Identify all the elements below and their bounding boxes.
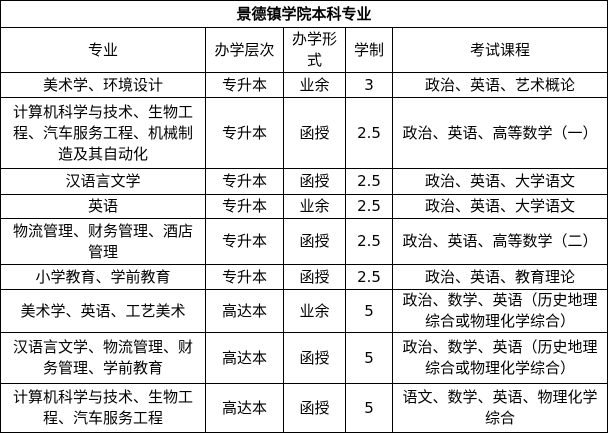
cell-duration: 2.5	[345, 264, 393, 290]
cell-exams: 政治、英语、高等数学（一）	[391, 97, 608, 169]
cell-form: 函授	[283, 383, 346, 433]
table-row: 英语 专升本 业余 2.5 政治、英语、大学语文	[0, 194, 608, 219]
cell-form: 函授	[283, 218, 346, 265]
cell-major: 美术学、英语、工艺美术	[0, 289, 206, 333]
cell-exams: 政治、英语、高等数学（二）	[391, 218, 608, 265]
header-row: 专业 办学层次 办学形 式 学制 考试课程	[0, 27, 608, 73]
cell-duration: 2.5	[345, 194, 393, 219]
cell-exams: 政治、数学、英语（历史地理 综合或物理化学综合）	[391, 332, 608, 384]
cell-major: 英语	[0, 194, 206, 219]
cell-level: 专升本	[205, 218, 284, 265]
table-row: 物流管理、财务管理、酒店 管理 专升本 函授 2.5 政治、英语、高等数学（二）	[0, 218, 608, 265]
cell-exams: 政治、英语、大学语文	[391, 168, 608, 195]
cell-level: 高达本	[205, 383, 284, 433]
cell-duration: 3	[345, 72, 393, 98]
cell-major: 小学教育、学前教育	[0, 264, 206, 290]
cell-exams: 政治、数学、英语（历史地理 综合或物理化学综合）	[391, 289, 608, 333]
header-level: 办学层次	[205, 27, 284, 73]
cell-duration: 2.5	[345, 168, 393, 195]
cell-major: 计算机科学与技术、生物工 程、汽车服务工程	[0, 383, 206, 433]
cell-level: 高达本	[205, 289, 284, 333]
header-form: 办学形 式	[283, 27, 346, 73]
cell-level: 专升本	[205, 72, 284, 98]
table-row: 美术学、环境设计 专升本 业余 3 政治、英语、艺术概论	[0, 72, 608, 98]
cell-form: 业余	[283, 289, 346, 333]
cell-major: 汉语言文学、物流管理、财 务管理、学前教育	[0, 332, 206, 384]
cell-duration: 2.5	[345, 97, 393, 169]
cell-major: 物流管理、财务管理、酒店 管理	[0, 218, 206, 265]
cell-duration: 2.5	[345, 218, 393, 265]
cell-exams: 政治、英语、教育理论	[391, 264, 608, 290]
cell-major: 美术学、环境设计	[0, 72, 206, 98]
table-title: 景德镇学院本科专业	[0, 0, 608, 28]
header-exams: 考试课程	[391, 27, 608, 73]
title-row: 景德镇学院本科专业	[0, 0, 608, 28]
table-row: 小学教育、学前教育 专升本 函授 2.5 政治、英语、教育理论	[0, 264, 608, 290]
cell-level: 专升本	[205, 194, 284, 219]
cell-duration: 5	[345, 383, 393, 433]
cell-exams: 政治、英语、大学语文	[391, 194, 608, 219]
cell-level: 专升本	[205, 168, 284, 195]
cell-form: 函授	[283, 168, 346, 195]
table-row: 计算机科学与技术、生物工 程、汽车服务工程、机械制 造及其自动化 专升本 函授 2.5…	[0, 97, 608, 169]
header-duration: 学制	[345, 27, 393, 73]
cell-form: 函授	[283, 97, 346, 169]
cell-form: 业余	[283, 72, 346, 98]
cell-major: 汉语言文学	[0, 168, 206, 195]
table-row: 汉语言文学、物流管理、财 务管理、学前教育 高达本 函授 5 政治、数学、英语（历史地理…	[0, 332, 608, 384]
cell-duration: 5	[345, 289, 393, 333]
cell-form: 函授	[283, 264, 346, 290]
table-row: 汉语言文学 专升本 函授 2.5 政治、英语、大学语文	[0, 168, 608, 195]
cell-level: 专升本	[205, 264, 284, 290]
cell-level: 专升本	[205, 97, 284, 169]
cell-exams: 政治、英语、艺术概论	[391, 72, 608, 98]
cell-duration: 5	[345, 332, 393, 384]
header-major: 专业	[0, 27, 206, 73]
cell-exams: 语文、数学、英语、物理化学 综合	[391, 383, 608, 433]
cell-form: 函授	[283, 332, 346, 384]
table-row: 美术学、英语、工艺美术 高达本 业余 5 政治、数学、英语（历史地理 综合或物理化学综合…	[0, 289, 608, 333]
cell-level: 高达本	[205, 332, 284, 384]
table-row: 计算机科学与技术、生物工 程、汽车服务工程 高达本 函授 5 语文、数学、英语、物理化学…	[0, 383, 608, 433]
cell-major: 计算机科学与技术、生物工 程、汽车服务工程、机械制 造及其自动化	[0, 97, 206, 169]
cell-form: 业余	[283, 194, 346, 219]
